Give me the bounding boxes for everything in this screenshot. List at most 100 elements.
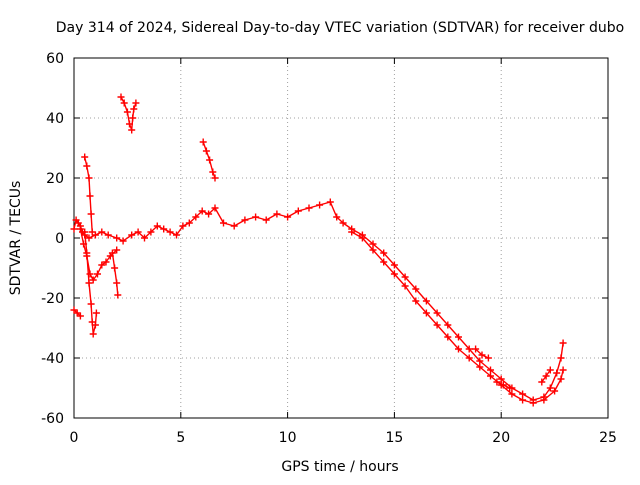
data-point <box>529 399 537 407</box>
data-point <box>455 333 462 341</box>
series-late-fragment-2 <box>493 378 514 392</box>
data-point <box>369 240 377 248</box>
series-initial-fragment <box>70 306 84 320</box>
y-tick-label: -20 <box>41 291 64 307</box>
y-tick-label: 40 <box>46 111 64 127</box>
x-tick-label: 20 <box>492 430 510 446</box>
data-point <box>92 309 100 317</box>
data-point <box>87 300 95 308</box>
data-point <box>559 366 567 374</box>
series-late-fragment-3 <box>538 366 554 386</box>
data-point <box>86 192 94 200</box>
data-point <box>358 234 366 242</box>
data-point <box>369 246 377 254</box>
data-point <box>472 345 480 353</box>
series-lower-drop <box>81 228 100 338</box>
data-point <box>422 297 430 305</box>
data-point <box>305 204 313 212</box>
data-point <box>551 387 559 395</box>
data-point <box>153 222 161 230</box>
data-point <box>538 378 546 386</box>
series-early-dip <box>76 225 121 284</box>
data-point <box>94 270 101 278</box>
data-point <box>478 351 486 359</box>
data-point <box>487 366 494 374</box>
data-point <box>390 270 398 278</box>
data-point <box>108 249 116 257</box>
x-tick-label: 15 <box>385 430 403 446</box>
data-point <box>70 225 78 233</box>
data-point <box>211 204 219 212</box>
data-point <box>401 282 409 290</box>
y-tick-label: -60 <box>41 411 64 427</box>
data-point <box>83 249 91 257</box>
series-line <box>120 96 137 131</box>
data-point <box>113 234 121 242</box>
y-tick-label: 60 <box>46 51 64 67</box>
data-point <box>476 363 484 371</box>
data-point <box>87 210 95 218</box>
data-point <box>113 279 121 287</box>
series-line <box>111 252 119 296</box>
data-point <box>89 330 97 338</box>
data-point <box>85 279 93 287</box>
data-point <box>506 384 514 392</box>
data-point <box>241 216 249 224</box>
data-point <box>76 225 84 233</box>
data-point <box>102 258 110 266</box>
data-point <box>390 261 398 269</box>
data-point <box>542 372 550 380</box>
x-tick-label: 10 <box>279 430 297 446</box>
data-point <box>455 345 462 353</box>
data-point <box>206 156 214 164</box>
series-main-trace <box>70 198 567 404</box>
data-point <box>128 231 136 239</box>
data-point <box>465 345 473 353</box>
data-point <box>433 321 441 329</box>
data-point <box>553 369 561 377</box>
data-point <box>380 249 388 257</box>
data-point <box>326 198 334 206</box>
data-point <box>91 321 99 329</box>
data-point <box>316 201 324 209</box>
data-point <box>519 396 527 404</box>
x-tick-label: 0 <box>70 430 79 446</box>
data-point <box>85 234 93 242</box>
data-point <box>220 219 227 227</box>
data-point <box>199 138 207 146</box>
data-point <box>129 114 137 122</box>
data-point <box>519 390 527 398</box>
data-point <box>294 207 302 215</box>
data-point <box>559 339 567 347</box>
data-point <box>484 354 492 362</box>
data-point <box>120 99 128 107</box>
data-point <box>546 366 554 374</box>
data-point <box>497 375 505 383</box>
x-tick-label: 5 <box>176 430 185 446</box>
data-point <box>508 390 516 398</box>
data-point <box>433 309 441 317</box>
data-point <box>88 228 96 236</box>
series-arc-near-2-5h <box>117 93 140 134</box>
data-point <box>252 213 260 221</box>
x-tick-label: 25 <box>599 430 617 446</box>
data-point <box>114 291 122 299</box>
data-point <box>262 216 270 224</box>
data-point <box>166 228 174 236</box>
data-point <box>348 228 356 236</box>
data-point <box>130 105 138 113</box>
data-point <box>104 231 112 239</box>
series-layer <box>70 93 567 407</box>
data-point <box>81 228 89 236</box>
data-point <box>444 333 452 341</box>
data-point <box>132 99 140 107</box>
data-point <box>211 174 219 182</box>
y-tick-label: -40 <box>41 351 64 367</box>
data-point <box>401 273 409 281</box>
data-point <box>179 222 187 230</box>
data-point <box>185 219 193 227</box>
data-point <box>76 312 84 320</box>
data-point <box>202 147 210 155</box>
data-point <box>540 396 548 404</box>
